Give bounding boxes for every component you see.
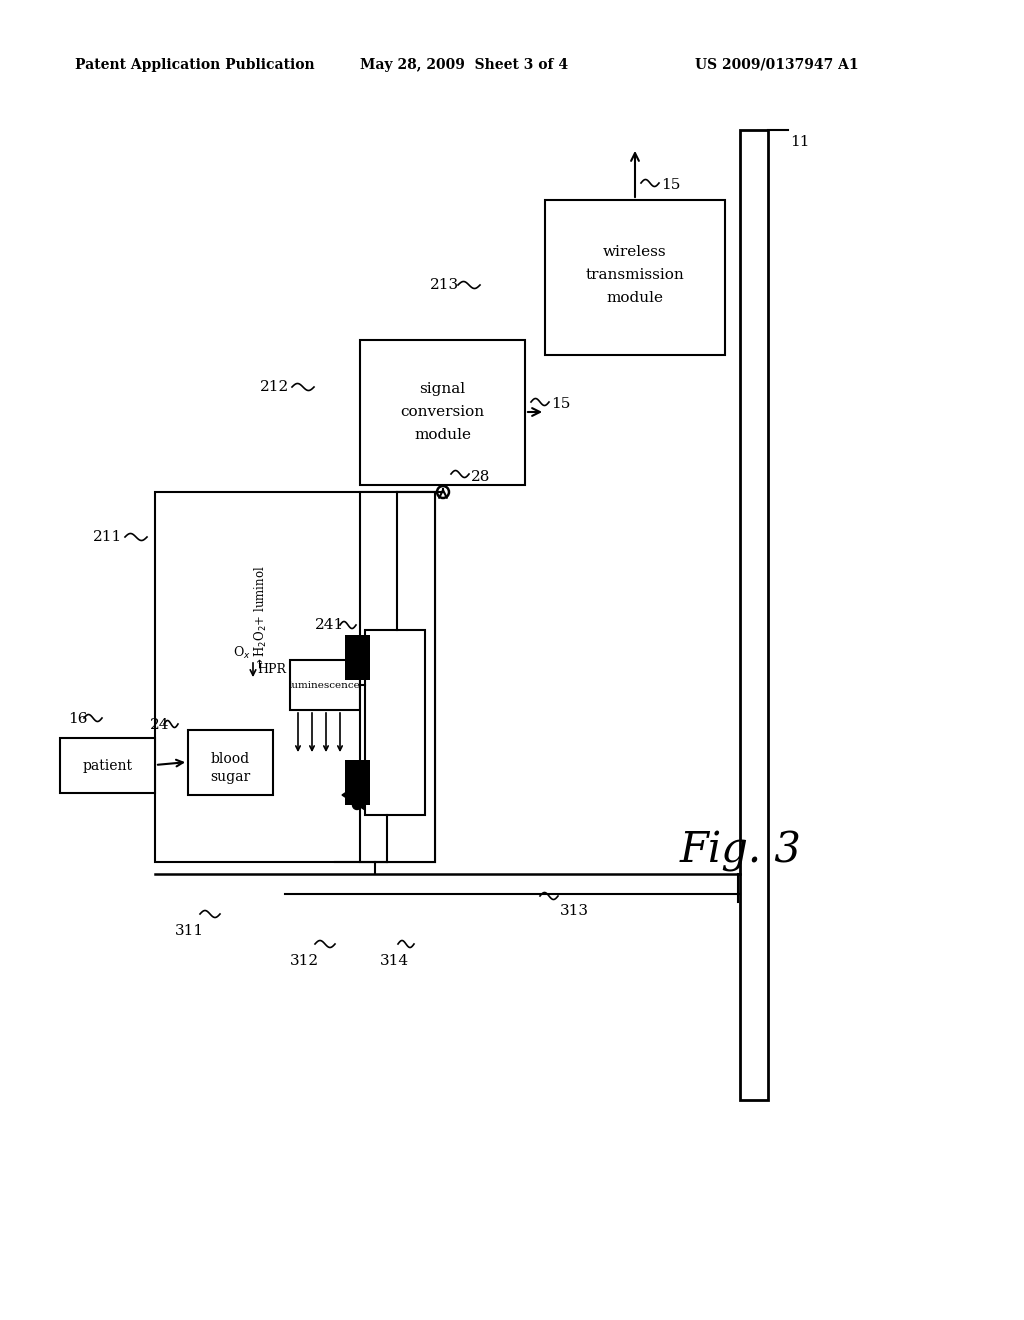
Text: $\rightarrow$H$_2$O$_2$+ luminol: $\rightarrow$H$_2$O$_2$+ luminol (253, 565, 269, 671)
Text: 11: 11 (790, 135, 810, 149)
Text: blood: blood (211, 752, 250, 766)
Text: 313: 313 (560, 904, 589, 917)
Text: 24: 24 (150, 718, 170, 733)
Text: 15: 15 (551, 397, 570, 411)
Text: May 28, 2009  Sheet 3 of 4: May 28, 2009 Sheet 3 of 4 (360, 58, 568, 73)
Bar (345, 635, 370, 680)
Text: 212: 212 (260, 380, 289, 393)
Bar (290, 660, 360, 710)
Bar (360, 492, 435, 862)
Text: HPR: HPR (257, 663, 286, 676)
Text: 241: 241 (315, 618, 344, 632)
Text: sugar: sugar (210, 770, 251, 784)
Bar (360, 341, 525, 484)
Text: module: module (606, 290, 664, 305)
Text: patient: patient (83, 759, 132, 774)
Text: 312: 312 (290, 954, 319, 968)
Text: 15: 15 (662, 178, 680, 191)
Text: module: module (414, 428, 471, 442)
Text: 314: 314 (380, 954, 410, 968)
Text: US 2009/0137947 A1: US 2009/0137947 A1 (695, 58, 859, 73)
Text: transmission: transmission (586, 268, 684, 282)
Text: signal: signal (420, 381, 466, 396)
Bar (740, 129, 768, 1100)
Text: 28: 28 (471, 470, 490, 484)
Text: 211: 211 (93, 531, 122, 544)
Text: 311: 311 (175, 924, 204, 939)
Text: Fig. 3: Fig. 3 (680, 830, 802, 873)
Bar (545, 201, 725, 355)
Bar (188, 730, 273, 795)
Text: wireless: wireless (603, 246, 667, 259)
Bar (60, 738, 155, 793)
Text: luminescence: luminescence (289, 681, 360, 689)
Bar (155, 492, 435, 862)
Text: O$_x$: O$_x$ (233, 645, 251, 661)
Text: 16: 16 (68, 711, 87, 726)
Text: 213: 213 (430, 279, 459, 292)
Bar (345, 760, 370, 805)
Bar (365, 630, 425, 814)
Text: Patent Application Publication: Patent Application Publication (75, 58, 314, 73)
Circle shape (352, 800, 361, 809)
Polygon shape (342, 780, 365, 810)
Text: conversion: conversion (400, 405, 484, 418)
